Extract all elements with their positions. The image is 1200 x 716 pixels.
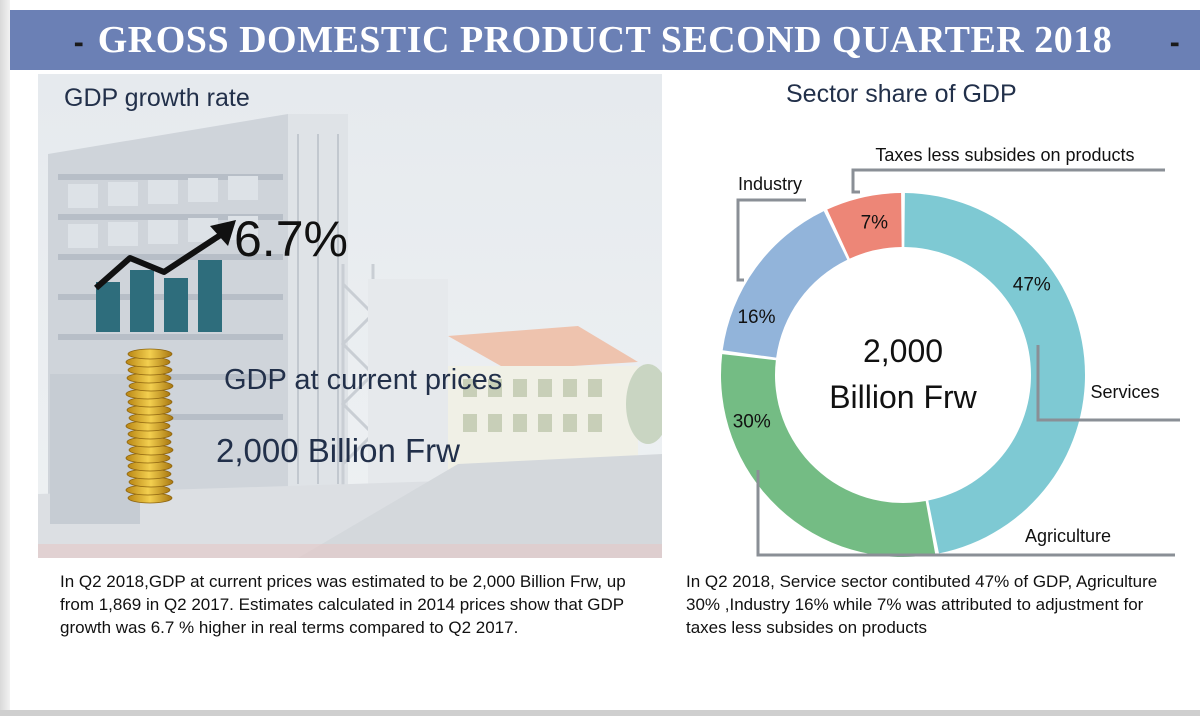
donut-slice-services [904, 193, 1086, 554]
page-bottom-edge [0, 710, 1200, 716]
percent-label-industry: 16% [737, 307, 775, 328]
header-dash-left: ▬ [74, 39, 84, 50]
donut-slice-agriculture [721, 354, 936, 557]
leader-line-taxes-less-subsides-on-products [851, 168, 1165, 194]
growth-rate-value: 6.7% [234, 211, 348, 267]
category-label-taxes-less-subsides-on-products: Taxes less subsides on products [875, 145, 1134, 165]
growth-arrow-icon [94, 220, 236, 291]
current-prices-label: GDP at current prices [224, 364, 503, 396]
page-title: GROSS DOMESTIC PRODUCT SECOND QUARTER 20… [97, 19, 1113, 61]
category-label-industry: Industry [738, 174, 802, 194]
building-scene-illustration [38, 74, 662, 558]
header-banner: ▬ GROSS DOMESTIC PRODUCT SECOND QUARTER … [10, 10, 1200, 70]
gdp-growth-title: GDP growth rate [64, 84, 250, 112]
category-labels: Services Agriculture Industry Taxes less su… [738, 145, 1160, 546]
coin-stack-icon [125, 348, 174, 504]
leader-line-services [1036, 345, 1180, 422]
sector-share-description: In Q2 2018, Service sector contibuted 47… [686, 572, 1158, 637]
percent-label-taxes-less-subsides-on-products: 7% [861, 213, 889, 234]
percent-label-services: 47% [1013, 274, 1051, 295]
sector-donut-chart: 47% 30% 16% 7% Services Agriculture Industry T… [721, 145, 1180, 557]
donut-center-unit: Billion Frw [829, 379, 977, 415]
header-dash-right: ▬ [1170, 39, 1180, 50]
page-edge [0, 0, 10, 716]
sector-share-title: Sector share of GDP [786, 80, 1017, 108]
donut-center-value: 2,000 [863, 333, 943, 369]
leader-line-agriculture [756, 470, 1175, 557]
category-label-agriculture: Agriculture [1025, 526, 1111, 546]
current-prices-value: 2,000 Billion Frw [216, 432, 460, 469]
growth-bars-icon [96, 260, 222, 332]
gdp-growth-description: In Q2 2018,GDP at current prices was est… [60, 572, 626, 637]
percent-label-agriculture: 30% [733, 412, 771, 433]
donut-slice-taxes-less-subsides-on-products [827, 193, 902, 259]
donut-slices [721, 193, 1086, 557]
percent-labels: 47% 30% 16% 7% [733, 213, 1051, 433]
category-label-services: Services [1090, 382, 1159, 402]
gdp-growth-panel: GDP growth rate 6.7% GDP at current pric… [38, 74, 662, 558]
donut-slice-industry [722, 211, 848, 358]
leader-lines [736, 168, 1180, 557]
leader-line-industry [736, 198, 806, 282]
